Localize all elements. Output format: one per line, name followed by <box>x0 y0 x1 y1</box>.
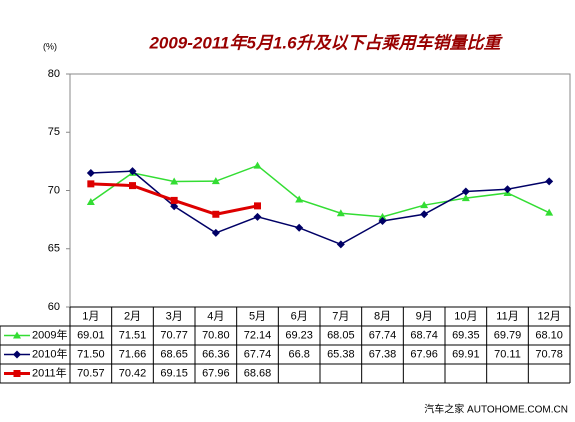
table-cell: 68.10 <box>535 329 563 341</box>
table-cell: 69.91 <box>452 348 480 360</box>
x-tick-label: 11月 <box>496 310 518 322</box>
x-tick-label: 6月 <box>291 310 308 322</box>
marker <box>211 177 220 185</box>
x-tick-label: 12月 <box>538 310 561 322</box>
table-cell: 70.80 <box>202 329 230 341</box>
table-cell: 65.38 <box>327 348 355 360</box>
marker <box>420 210 429 219</box>
series-line <box>90 164 550 218</box>
marker <box>211 228 220 237</box>
marker <box>86 198 95 206</box>
table-cell: 67.96 <box>202 367 230 379</box>
x-tick-label: 4月 <box>207 310 224 322</box>
source: 汽车之家 AUTOHOME.COM.CN <box>424 403 568 416</box>
marker <box>295 195 304 203</box>
marker <box>336 240 345 249</box>
chart-title: 2009-2011年5月1.6升及以下占乘用车销量比重 <box>148 33 503 52</box>
marker <box>378 217 387 226</box>
x-tick-label: 7月 <box>332 310 349 322</box>
marker <box>87 180 95 188</box>
y-tick-label: 60 <box>48 301 60 313</box>
y-tick-label: 75 <box>48 126 60 138</box>
series-line <box>90 170 550 246</box>
marker <box>461 194 470 202</box>
table-cell: 71.66 <box>119 348 147 360</box>
table-cell: 68.68 <box>244 367 272 379</box>
x-tick-label: 10月 <box>454 310 477 322</box>
table-cell: 71.51 <box>119 329 147 341</box>
marker <box>295 223 304 232</box>
legend-marker <box>13 370 21 377</box>
marker <box>128 167 137 176</box>
marker <box>461 187 470 196</box>
table-cell: 68.65 <box>160 348 188 360</box>
y-tick-label: 80 <box>48 68 60 80</box>
marker <box>170 196 178 204</box>
legend-label: 2009年 <box>32 327 67 341</box>
marker <box>170 202 179 211</box>
marker <box>503 185 512 194</box>
marker <box>253 161 262 169</box>
table-cell: 72.14 <box>244 329 272 341</box>
table-cell: 69.15 <box>160 367 188 379</box>
y-tick-label: 70 <box>48 184 60 196</box>
marker <box>254 202 261 210</box>
table-cell: 70.57 <box>77 367 105 379</box>
marker <box>545 177 554 186</box>
table-cell: 71.50 <box>77 348 105 360</box>
legend-marker <box>13 350 21 359</box>
x-tick-label: 3月 <box>166 310 183 322</box>
x-tick-label: 2月 <box>124 310 141 322</box>
table-cell: 66.8 <box>288 348 309 360</box>
marker <box>129 182 136 190</box>
table-cell: 67.96 <box>410 348 438 360</box>
x-tick-label: 5月 <box>249 310 266 322</box>
table-cell: 66.36 <box>202 348 230 360</box>
marker <box>86 169 95 178</box>
table-cell: 68.05 <box>327 329 355 341</box>
legend-label: 2011年 <box>32 365 67 379</box>
marker <box>170 177 179 185</box>
table-cell: 69.01 <box>77 329 105 341</box>
x-tick-label: 8月 <box>374 310 391 322</box>
marker <box>378 212 387 220</box>
table-cell: 67.38 <box>369 348 397 360</box>
table-cell: 69.23 <box>285 329 313 341</box>
x-tick-label: 1月 <box>82 310 99 322</box>
table-cell: 67.74 <box>244 348 272 360</box>
table-cell: 69.35 <box>452 329 480 341</box>
table-cell: 70.77 <box>160 329 188 341</box>
table-cell: 67.74 <box>369 329 397 341</box>
table-cell: 68.74 <box>410 329 438 341</box>
marker <box>212 210 220 218</box>
table-cell: 70.42 <box>119 367 147 379</box>
legend-marker <box>13 331 21 339</box>
marker <box>336 209 345 217</box>
marker <box>545 208 554 216</box>
table-cell: 70.78 <box>535 348 563 360</box>
legend-label: 2010年 <box>32 346 67 360</box>
y-unit: (%) <box>43 41 57 51</box>
marker <box>420 201 429 209</box>
table-cell: 70.11 <box>494 348 521 360</box>
y-tick-label: 65 <box>48 243 60 255</box>
table-cell: 69.79 <box>494 329 522 341</box>
marker <box>253 212 262 221</box>
x-tick-label: 9月 <box>416 310 433 322</box>
